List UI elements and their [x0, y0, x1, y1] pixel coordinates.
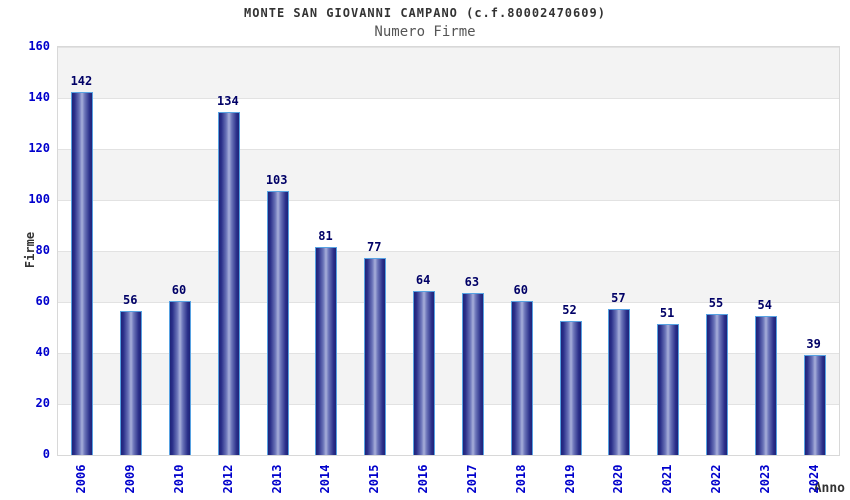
chart-subtitle: Numero Firme	[374, 24, 476, 40]
bar-value-label: 134	[217, 94, 239, 109]
x-tick-label: 2017	[464, 464, 479, 494]
bar	[364, 257, 387, 455]
grid-line	[58, 251, 839, 252]
x-tick-label: 2014	[318, 464, 333, 494]
y-tick-label: 140	[28, 90, 50, 104]
bar-value-label: 64	[415, 272, 431, 287]
chart-title: MONTE SAN GIOVANNI CAMPANO (c.f.80002470…	[244, 6, 606, 20]
bar	[71, 91, 94, 455]
bar	[266, 191, 289, 455]
bar-value-label: 63	[464, 275, 480, 290]
x-tick-label: 2019	[562, 464, 577, 494]
bar-value-label: 142	[70, 73, 93, 88]
bar	[705, 313, 728, 455]
x-tick-label: 2009	[123, 464, 138, 494]
x-tick-label: 2006	[74, 464, 89, 494]
x-tick-label: 2015	[367, 464, 382, 494]
x-tick-label: 2013	[269, 464, 284, 494]
x-tick-label: 2016	[416, 464, 431, 494]
y-tick-label: 40	[35, 345, 50, 359]
grid-band	[58, 200, 839, 251]
bar	[217, 112, 240, 455]
bar-value-label: 54	[757, 298, 772, 313]
bar-value-label: 55	[708, 295, 724, 310]
bar-value-label: 57	[611, 290, 626, 305]
bar	[754, 316, 777, 455]
y-tick-label: 0	[42, 447, 50, 461]
x-axis-title: Anno	[813, 481, 845, 496]
y-tick-label: 160	[28, 39, 50, 53]
grid-band	[58, 149, 839, 200]
bar-value-label: 51	[659, 305, 675, 320]
y-tick-label: 120	[28, 141, 50, 155]
bar-value-label: 56	[122, 293, 138, 308]
bar	[510, 301, 533, 455]
bar	[120, 311, 143, 455]
y-tick-label: 80	[35, 243, 50, 257]
y-tick-label: 100	[28, 192, 50, 206]
plot-area	[57, 46, 840, 456]
bar	[803, 354, 826, 455]
grid-line	[58, 98, 839, 99]
y-tick-label: 20	[35, 396, 50, 410]
x-tick-label: 2010	[172, 464, 187, 494]
x-tick-label: 2012	[220, 464, 235, 494]
x-tick-label: 2020	[611, 464, 626, 494]
bar	[315, 247, 338, 455]
grid-line	[58, 149, 839, 150]
grid-band	[58, 98, 839, 149]
x-tick-label: 2021	[660, 464, 675, 494]
x-tick-label: 2018	[513, 464, 528, 494]
x-tick-label: 2023	[757, 464, 772, 494]
grid-line	[58, 353, 839, 354]
bar-value-label: 103	[265, 173, 288, 188]
bar	[413, 290, 436, 455]
bar	[657, 323, 680, 455]
bar-value-label: 39	[806, 336, 821, 351]
grid-line	[58, 200, 839, 201]
grid-line	[58, 47, 839, 48]
x-tick-label: 2022	[708, 464, 723, 494]
y-tick-label: 60	[35, 294, 50, 308]
bar	[559, 321, 582, 455]
bar-value-label: 81	[318, 229, 333, 244]
grid-band	[58, 251, 839, 302]
bar-value-label: 77	[367, 239, 382, 254]
bar	[169, 301, 192, 455]
bar-value-label: 60	[513, 283, 528, 297]
grid-line	[58, 404, 839, 405]
grid-line	[58, 302, 839, 303]
bar	[461, 293, 484, 455]
x-tick-label: 2024	[806, 464, 821, 494]
bar-value-label: 60	[171, 283, 187, 297]
bar	[608, 308, 631, 455]
grid-band	[58, 47, 839, 98]
bar-value-label: 52	[562, 303, 577, 318]
